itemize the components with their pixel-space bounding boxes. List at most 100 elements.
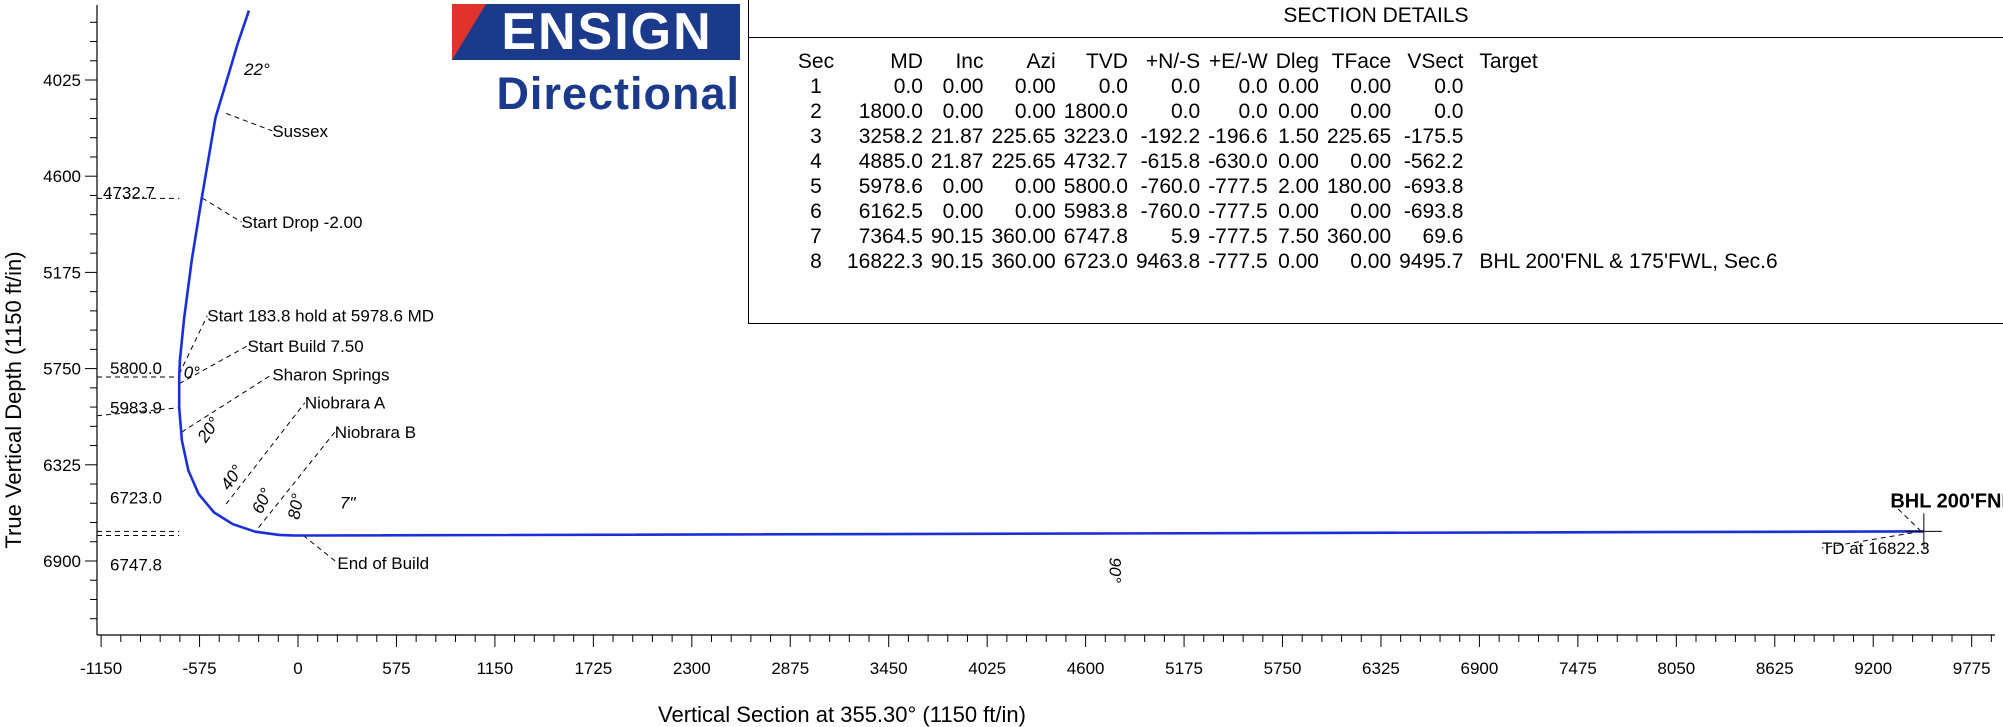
table-cell: 0.00	[1350, 100, 1392, 123]
table-cell: -693.8	[1403, 200, 1464, 223]
annotation-leader	[225, 112, 273, 132]
annotation-label: Start Drop -2.00	[241, 213, 362, 232]
table-row: 2 1800.0 0.00 0.00 1800.0 0.0 0.0 0.00 0.00 0.0	[789, 99, 1782, 124]
table-row: 8 16822.3 90.15 360.00 6723.0 9463.8 -777.5 0.0…	[789, 249, 1782, 274]
section-details-panel: SECTION DETAILS Sec MD Inc Azi TVD +N/-S +E/-W…	[748, 0, 2003, 324]
table-cell: 5983.8	[1063, 200, 1128, 223]
annotation-label: Niobrara A	[305, 394, 386, 413]
column-header: Inc	[955, 50, 984, 73]
table-cell	[1467, 199, 1781, 224]
table-cell: -777.5	[1208, 250, 1268, 273]
x-tick-label: 1150	[477, 659, 514, 678]
table-cell: -615.8	[1140, 150, 1201, 173]
x-tick-label: -575	[183, 659, 217, 678]
table-cell: 90.15	[930, 225, 984, 248]
x-tick-label: 7475	[1559, 659, 1597, 678]
table-cell: 0.00	[1350, 75, 1392, 98]
y-tick-label: 4600	[43, 167, 81, 186]
table-cell: 0.00	[1278, 75, 1319, 98]
annotation-label: Sussex	[272, 122, 328, 141]
table-cell: 0.00	[1350, 250, 1392, 273]
table-cell: 3258.2	[858, 125, 923, 148]
section-details-title: SECTION DETAILS	[1283, 4, 1469, 27]
chart-labels: Sussex Start Drop -2.00 Start 183.8 hold a…	[103, 60, 2003, 583]
table-cell: 3	[810, 125, 822, 148]
table-row: 3 3258.2 21.87 225.65 3223.0 -192.2 -196.6 1.50…	[789, 124, 1782, 149]
table-cell: -760.0	[1140, 175, 1201, 198]
x-tick-label: 8625	[1756, 659, 1794, 678]
inclination-label: 80°	[284, 492, 307, 521]
depth-label: 6723.0	[110, 488, 162, 507]
table-row: 5 5978.6 0.00 0.00 5800.0 -760.0 -777.5 2.00 180…	[789, 174, 1782, 199]
table-cell: 0.00	[1350, 200, 1392, 223]
y-tick-label: 6325	[43, 456, 81, 475]
table-cell: 0.00	[1278, 100, 1319, 123]
table-row: 1 0.0 0.00 0.00 0.0 0.0 0.0 0.00 0.00 0.0	[789, 74, 1782, 99]
inclination-label: 7"	[340, 493, 356, 512]
annotation-label: BHL 200'FNL & 175'FWL, Sec.6	[1890, 490, 2003, 512]
table-body: 1 0.0 0.00 0.00 0.0 0.0 0.0 0.00 0.00 0.0 2 1800.0 0…	[789, 74, 1782, 274]
inclination-label: 20°	[193, 414, 224, 447]
x-tick-label: 0	[293, 659, 302, 678]
table-cell: 2	[810, 100, 822, 123]
table-cell: 7.50	[1278, 225, 1319, 248]
column-header: TVD	[1085, 50, 1128, 73]
table-cell: 69.6	[1422, 225, 1464, 248]
table-header-row: Sec MD Inc Azi TVD +N/-S +E/-W Dleg TFace VSect Ta…	[789, 50, 1782, 74]
column-header: Azi	[1026, 50, 1056, 73]
table-cell: 21.87	[930, 150, 984, 173]
table-cell: 360.00	[991, 225, 1056, 248]
annotation-leaders	[96, 112, 1922, 564]
y-axis-title: True Vertical Depth (1150 ft/in)	[1, 251, 26, 548]
annotation-leader	[258, 431, 336, 528]
table-cell: 7	[810, 225, 822, 248]
table-cell: 16822.3	[847, 250, 923, 273]
table-cell	[1467, 124, 1781, 149]
table-cell: 0.0	[1170, 75, 1201, 98]
column-header: +E/-W	[1208, 50, 1268, 73]
x-tick-label: 5175	[1165, 659, 1203, 678]
y-tick-label: 4025	[43, 71, 81, 90]
inclination-label: 60°	[248, 485, 276, 517]
logo-word: ENSIGN	[501, 3, 713, 61]
table-cell: 1	[810, 75, 822, 98]
table-cell: 180.00	[1326, 175, 1392, 198]
depth-label: 6747.8	[110, 556, 162, 575]
x-tick-label: 8050	[1657, 659, 1695, 678]
table-cell: 0.0	[1434, 75, 1464, 98]
table-cell: -777.5	[1208, 175, 1268, 198]
depth-label: 5983.9	[110, 399, 162, 418]
table-cell: 0.00	[1278, 200, 1319, 223]
table-cell: -192.2	[1140, 125, 1201, 148]
annotation-label: Start Build 7.50	[247, 337, 363, 356]
table-cell	[1467, 174, 1781, 199]
table-cell: 0.00	[942, 175, 984, 198]
table-cell: -760.0	[1140, 200, 1201, 223]
annotation-leader	[225, 402, 306, 505]
x-tick-label: 6900	[1461, 659, 1499, 678]
table-cell: 360.00	[991, 250, 1056, 273]
section-details-divider	[749, 37, 2003, 38]
x-tick-label: 9200	[1854, 659, 1892, 678]
table-cell: BHL 200'FNL & 175'FWL, Sec.6	[1479, 250, 1778, 273]
annotation-leader	[1821, 530, 1922, 549]
column-header: TFace	[1331, 50, 1392, 73]
logo-subtitle: Directional	[496, 68, 740, 119]
table-cell	[1467, 99, 1781, 124]
x-tick-label: 5750	[1264, 659, 1302, 678]
annotation-label: Start 183.8 hold at 5978.6 MD	[207, 307, 434, 326]
table-cell: 0.0	[1098, 75, 1128, 98]
table-cell: 1800.0	[858, 100, 923, 123]
x-tick-label: 3450	[870, 659, 908, 678]
annotation-leader	[178, 315, 208, 375]
inclination-label: 90°	[1106, 557, 1125, 583]
table-cell: 1.50	[1278, 125, 1319, 148]
table-cell	[1467, 224, 1781, 249]
table-cell: 5	[810, 175, 822, 198]
column-header: Target	[1479, 50, 1538, 73]
table-cell: 0.00	[1014, 200, 1056, 223]
table-cell: 0.00	[1278, 150, 1319, 173]
table-cell: 0.0	[1170, 100, 1201, 123]
annotation-leader	[302, 535, 338, 564]
table-cell: 0.00	[1014, 75, 1056, 98]
